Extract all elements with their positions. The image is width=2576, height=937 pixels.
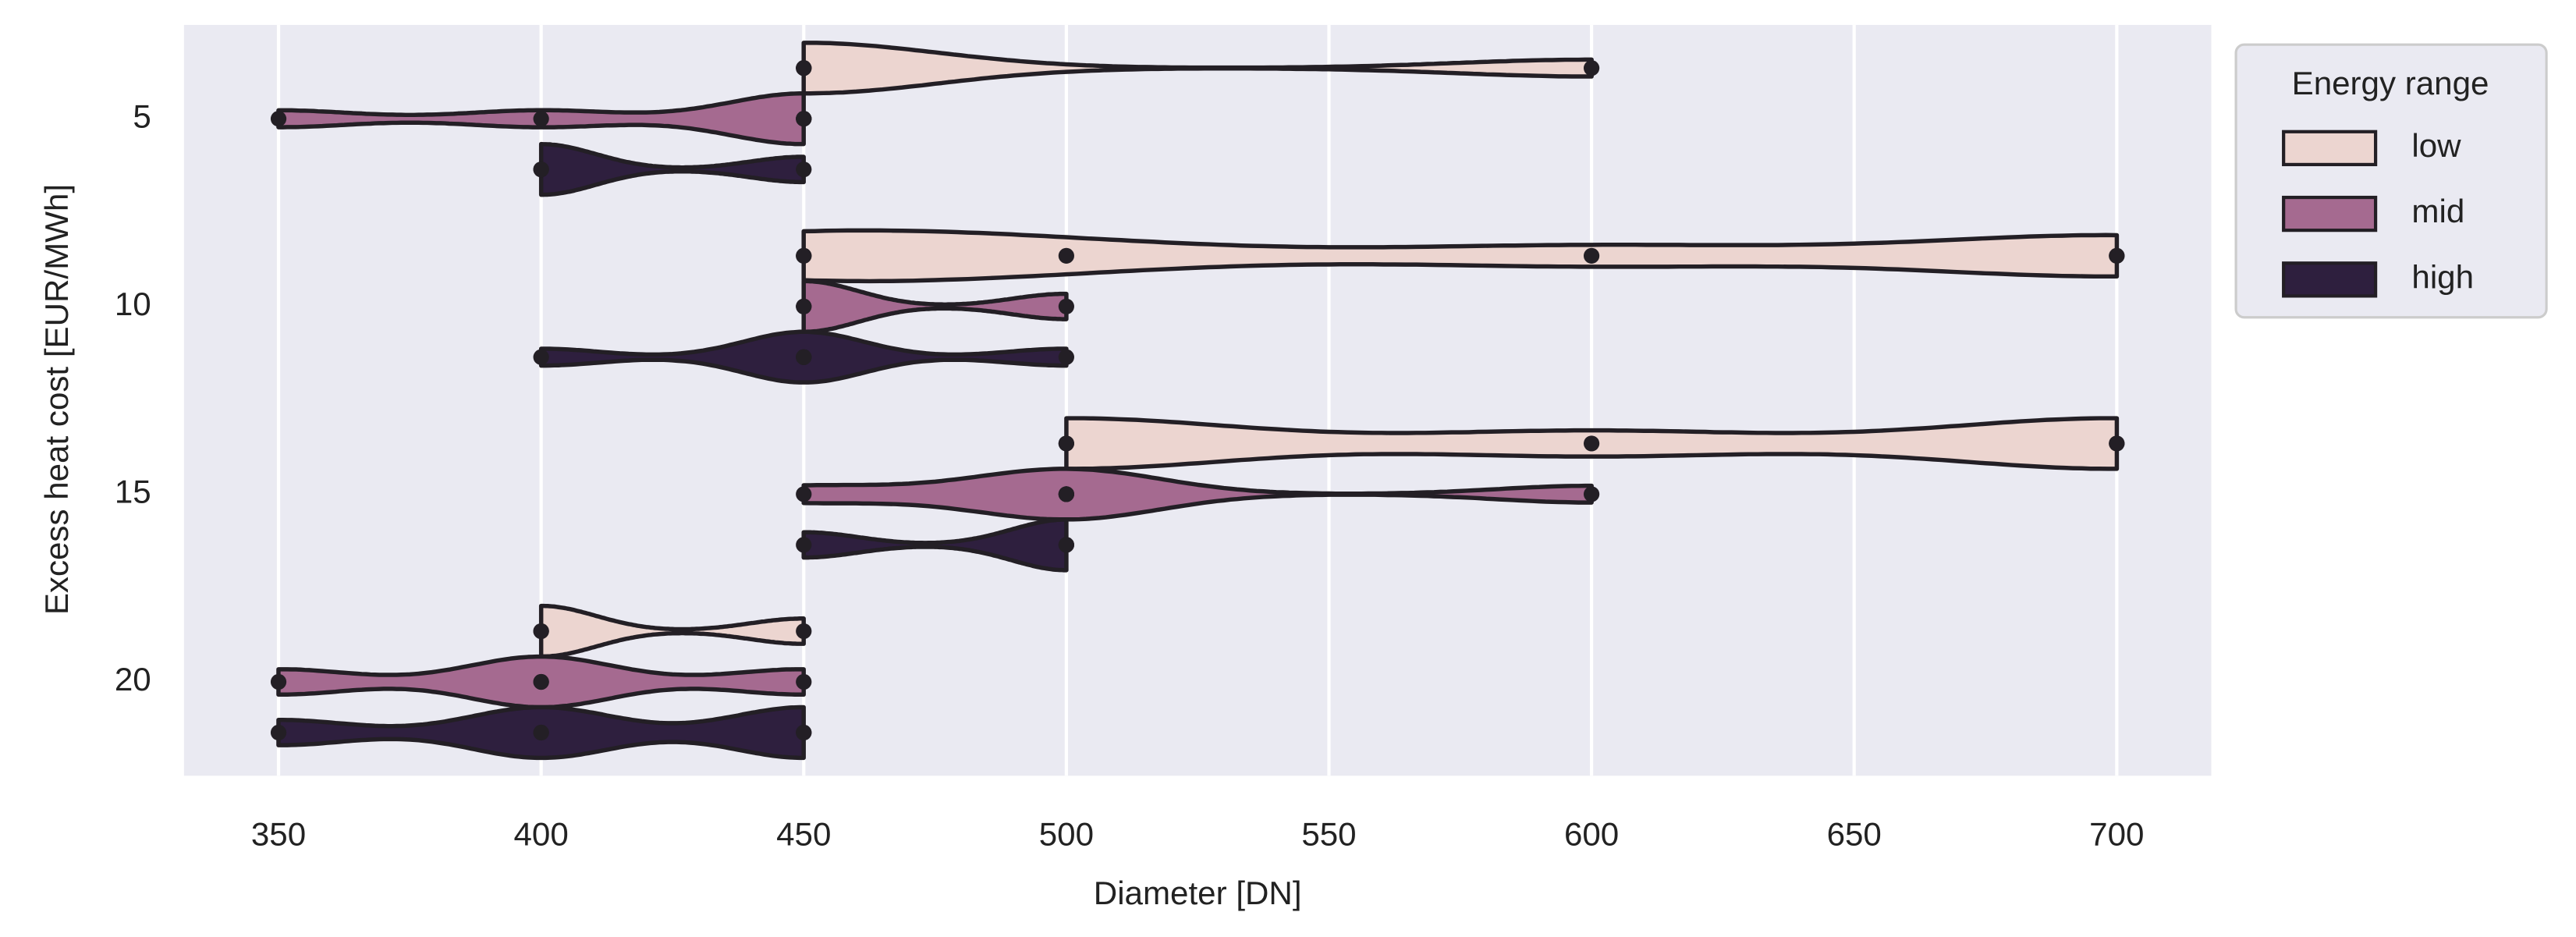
data-point <box>533 111 549 127</box>
x-tick-label: 350 <box>251 815 306 852</box>
data-point <box>796 673 812 690</box>
data-point <box>796 537 812 553</box>
data-point <box>1058 247 1074 264</box>
data-point <box>796 161 812 178</box>
violin <box>801 228 2120 284</box>
x-tick-label: 500 <box>1039 815 1094 852</box>
x-tick-label: 700 <box>2089 815 2144 852</box>
y-tick-label: 15 <box>115 474 151 510</box>
data-point <box>2109 435 2125 452</box>
data-point <box>1058 537 1074 553</box>
x-tick-label: 650 <box>1827 815 1882 852</box>
data-point <box>1583 247 1600 264</box>
data-point <box>796 298 812 314</box>
y-axis-label: Excess heat cost [EUR/MWh] <box>38 184 75 615</box>
data-point <box>270 111 287 127</box>
data-point <box>1583 486 1600 502</box>
data-point <box>796 724 812 741</box>
legend-label: mid <box>2411 193 2464 229</box>
data-point <box>1058 298 1074 314</box>
data-point <box>796 60 812 76</box>
violin <box>801 41 1594 96</box>
legend-swatch <box>2282 261 2378 298</box>
data-point <box>533 349 549 365</box>
x-axis-label: Diameter [DN] <box>1094 875 1302 911</box>
data-point <box>1583 435 1600 452</box>
data-point <box>796 111 812 127</box>
y-tick-label: 10 <box>115 286 151 322</box>
legend-swatch <box>2282 130 2378 167</box>
data-point <box>533 673 549 690</box>
data-point <box>270 673 287 690</box>
x-tick-label: 450 <box>776 815 831 852</box>
x-tick-label: 600 <box>1564 815 1619 852</box>
data-point <box>1058 349 1074 365</box>
data-point <box>270 724 287 741</box>
legend-label: high <box>2411 258 2474 295</box>
data-point <box>796 349 812 365</box>
legend-label: low <box>2411 127 2461 164</box>
data-point <box>533 161 549 178</box>
data-point <box>533 724 549 741</box>
data-point <box>2109 247 2125 264</box>
x-tick-label: 400 <box>514 815 569 852</box>
violin <box>801 279 1069 335</box>
violin <box>538 141 806 197</box>
y-tick-label: 5 <box>133 98 151 134</box>
data-point <box>796 623 812 640</box>
data-point <box>1058 486 1074 502</box>
legend-title: Energy range <box>2292 65 2489 101</box>
x-tick-label: 550 <box>1301 815 1356 852</box>
violin <box>801 517 1069 573</box>
violin <box>538 603 806 659</box>
data-point <box>1583 60 1600 76</box>
data-point <box>796 486 812 502</box>
y-tick-label: 20 <box>115 661 151 697</box>
data-point <box>533 623 549 640</box>
legend-swatch <box>2282 195 2378 232</box>
legend-box <box>2234 43 2548 319</box>
data-point <box>796 247 812 264</box>
data-point <box>1058 435 1074 452</box>
plot-area <box>183 24 2212 776</box>
